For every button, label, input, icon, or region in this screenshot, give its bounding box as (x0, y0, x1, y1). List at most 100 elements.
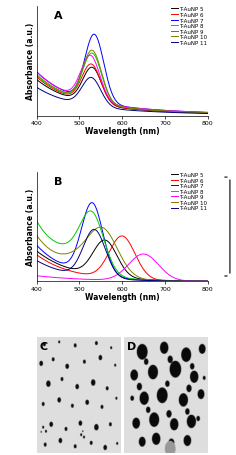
T-AuNP 9 (202, 279, 205, 284)
T-AuNP 11 (117, 272, 120, 278)
Text: A: A (54, 11, 62, 21)
Line: T-AuNP 9: T-AuNP 9 (37, 254, 208, 282)
T-AuNP 8 (35, 218, 38, 224)
T-AuNP 6 (35, 75, 38, 81)
T-AuNP 9 (116, 272, 119, 277)
T-AuNP 11 (35, 86, 38, 91)
Line: T-AuNP 8: T-AuNP 8 (37, 212, 208, 282)
T-AuNP 8 (35, 74, 38, 79)
T-AuNP 8 (90, 51, 93, 56)
T-AuNP 6 (35, 253, 38, 258)
T-AuNP 8 (137, 277, 140, 283)
T-AuNP 5 (35, 248, 38, 254)
T-AuNP 8 (118, 271, 121, 276)
T-AuNP 7 (35, 243, 38, 248)
Text: D: D (127, 341, 136, 351)
T-AuNP 11 (118, 273, 121, 278)
Line: T-AuNP 10: T-AuNP 10 (37, 51, 208, 113)
T-AuNP 10 (128, 267, 131, 273)
T-AuNP 8 (128, 276, 131, 282)
T-AuNP 6 (202, 279, 205, 284)
Line: T-AuNP 5: T-AuNP 5 (37, 68, 208, 114)
T-AuNP 9 (117, 103, 120, 109)
T-AuNP 10 (202, 279, 205, 284)
T-AuNP 7 (206, 279, 209, 284)
T-AuNP 6 (121, 234, 123, 239)
T-AuNP 10 (206, 279, 209, 284)
T-AuNP 5 (202, 111, 205, 116)
T-AuNP 5 (137, 108, 140, 113)
T-AuNP 7 (93, 32, 95, 38)
T-AuNP 11 (137, 109, 140, 114)
T-AuNP 6 (116, 236, 119, 241)
T-AuNP 7 (118, 273, 121, 278)
T-AuNP 9 (35, 273, 38, 279)
T-AuNP 7 (117, 272, 120, 278)
T-AuNP 10 (137, 107, 140, 112)
T-AuNP 9 (118, 104, 121, 109)
T-AuNP 11 (176, 111, 179, 116)
T-AuNP 6 (118, 235, 120, 240)
T-AuNP 7 (128, 105, 131, 111)
T-AuNP 10 (90, 48, 93, 54)
T-AuNP 7 (128, 277, 131, 282)
T-AuNP 8 (128, 106, 131, 111)
T-AuNP 7 (137, 277, 140, 283)
Line: T-AuNP 11: T-AuNP 11 (37, 230, 208, 282)
T-AuNP 6 (117, 105, 120, 110)
T-AuNP 8 (137, 107, 140, 112)
T-AuNP 8 (176, 278, 179, 284)
T-AuNP 7 (206, 111, 209, 116)
T-AuNP 5 (128, 107, 131, 112)
Line: T-AuNP 10: T-AuNP 10 (37, 228, 208, 282)
T-AuNP 11 (206, 111, 209, 117)
T-AuNP 9 (202, 110, 205, 116)
T-AuNP 11 (89, 76, 92, 81)
T-AuNP 9 (137, 106, 140, 112)
Line: T-AuNP 5: T-AuNP 5 (37, 240, 208, 282)
T-AuNP 8 (89, 209, 92, 214)
T-AuNP 6 (118, 105, 121, 111)
Line: T-AuNP 9: T-AuNP 9 (37, 56, 208, 113)
T-AuNP 6 (137, 107, 140, 113)
T-AuNP 10 (118, 250, 121, 256)
T-AuNP 8 (118, 104, 121, 110)
T-AuNP 10 (202, 111, 205, 116)
T-AuNP 11 (202, 111, 205, 117)
T-AuNP 5 (128, 272, 131, 278)
T-AuNP 10 (118, 104, 121, 109)
Text: C: C (40, 341, 48, 351)
T-AuNP 9 (176, 109, 179, 115)
T-AuNP 9 (142, 252, 145, 257)
T-AuNP 9 (176, 277, 179, 282)
T-AuNP 10 (35, 233, 38, 238)
Y-axis label: Absorbance (a.u.): Absorbance (a.u.) (26, 188, 35, 266)
Line: T-AuNP 7: T-AuNP 7 (37, 203, 208, 282)
T-AuNP 7 (137, 106, 140, 112)
T-AuNP 6 (206, 111, 209, 116)
T-AuNP 5 (117, 105, 120, 110)
T-AuNP 11 (118, 107, 121, 112)
X-axis label: Wavelength (nm): Wavelength (nm) (85, 127, 160, 136)
Line: T-AuNP 6: T-AuNP 6 (37, 65, 208, 114)
Line: T-AuNP 7: T-AuNP 7 (37, 35, 208, 113)
T-AuNP 11 (137, 278, 140, 283)
T-AuNP 5 (35, 78, 38, 83)
T-AuNP 9 (137, 253, 140, 258)
T-AuNP 7 (176, 278, 179, 284)
T-AuNP 8 (117, 270, 120, 275)
T-AuNP 6 (206, 279, 209, 284)
T-AuNP 5 (206, 279, 209, 284)
T-AuNP 10 (176, 278, 179, 284)
T-AuNP 9 (206, 279, 209, 284)
Text: +GA: +GA (235, 222, 236, 232)
T-AuNP 5 (103, 238, 106, 243)
T-AuNP 6 (128, 106, 131, 112)
T-AuNP 6 (137, 259, 140, 264)
T-AuNP 8 (202, 279, 205, 284)
X-axis label: Wavelength (nm): Wavelength (nm) (85, 293, 160, 301)
T-AuNP 9 (128, 261, 131, 267)
T-AuNP 7 (202, 279, 205, 284)
Legend: T-AuNP 5, T-AuNP 6, T-AuNP 7, T-AuNP 8, T-AuNP 9, T-AuNP 10, T-AuNP 11: T-AuNP 5, T-AuNP 6, T-AuNP 7, T-AuNP 8, … (171, 7, 207, 46)
T-AuNP 7 (176, 109, 179, 115)
